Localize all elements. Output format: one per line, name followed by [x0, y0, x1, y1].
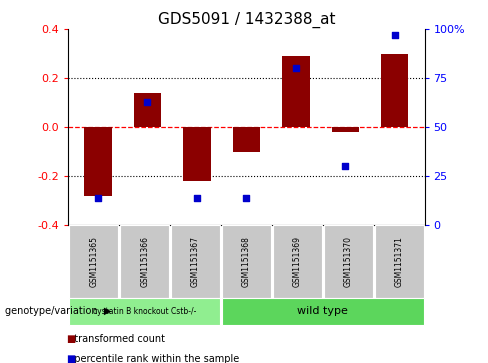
- Bar: [332, 127, 359, 132]
- Bar: [183, 127, 210, 181]
- Point: [193, 195, 201, 200]
- Bar: [84, 127, 112, 196]
- Text: genotype/variation  ▶: genotype/variation ▶: [5, 306, 111, 316]
- Point: [391, 32, 399, 38]
- Text: GSM1151367: GSM1151367: [191, 236, 200, 287]
- Bar: [134, 93, 161, 127]
- Text: GSM1151369: GSM1151369: [293, 236, 302, 287]
- Point: [292, 65, 300, 71]
- Text: percentile rank within the sample: percentile rank within the sample: [68, 354, 240, 363]
- Point: [342, 163, 349, 169]
- Text: ■: ■: [66, 354, 75, 363]
- Text: cystatin B knockout Cstb-/-: cystatin B knockout Cstb-/-: [93, 307, 196, 316]
- Text: GSM1151370: GSM1151370: [344, 236, 353, 287]
- Bar: [283, 56, 309, 127]
- Text: wild type: wild type: [297, 306, 348, 316]
- Text: GSM1151368: GSM1151368: [242, 236, 251, 287]
- Bar: [233, 127, 260, 152]
- Point: [94, 195, 102, 200]
- Point: [243, 195, 250, 200]
- Text: transformed count: transformed count: [68, 334, 165, 344]
- Text: GSM1151371: GSM1151371: [395, 236, 404, 287]
- Text: GSM1151366: GSM1151366: [140, 236, 149, 287]
- Title: GDS5091 / 1432388_at: GDS5091 / 1432388_at: [158, 12, 335, 28]
- Text: ■: ■: [66, 334, 75, 344]
- Text: GSM1151365: GSM1151365: [89, 236, 98, 287]
- Point: [143, 99, 151, 105]
- Bar: [381, 53, 408, 127]
